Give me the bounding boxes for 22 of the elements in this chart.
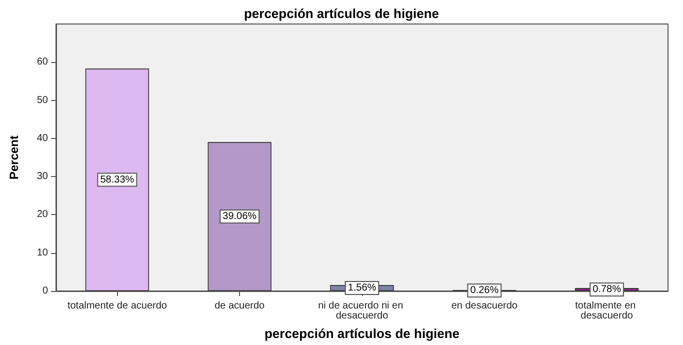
bar xyxy=(208,142,272,291)
data-label: 1.56% xyxy=(348,282,376,294)
x-tick-label: en desacuerdo xyxy=(451,300,518,312)
x-tick-label: ni de acuerdo ni en desacuerdo xyxy=(318,300,406,322)
y-tick-label: 40 xyxy=(36,132,48,144)
y-axis-title: Percent xyxy=(7,135,21,180)
x-axis-title: percepción artículos de higiene xyxy=(264,326,460,341)
y-tick-label: 20 xyxy=(36,209,48,220)
data-label: 0.78% xyxy=(592,284,622,296)
bar xyxy=(85,68,150,291)
x-tick-label: totalmente de acuerdo xyxy=(67,300,168,312)
data-label: 39.06% xyxy=(222,211,257,222)
chart-title: percepción artículos de higiene xyxy=(244,6,440,21)
y-tick-label: 0 xyxy=(42,286,48,296)
y-tick-label: 50 xyxy=(36,94,48,106)
data-label: 58.33% xyxy=(100,174,134,186)
x-tick-label: totalmente en desacuerdo xyxy=(575,300,638,322)
y-tick-label: 60 xyxy=(36,56,48,68)
x-tick-label: de acuerdo xyxy=(214,300,266,312)
data-label: 0.26% xyxy=(470,285,499,296)
y-tick-label: 30 xyxy=(36,171,48,182)
y-tick-label: 10 xyxy=(36,247,48,258)
